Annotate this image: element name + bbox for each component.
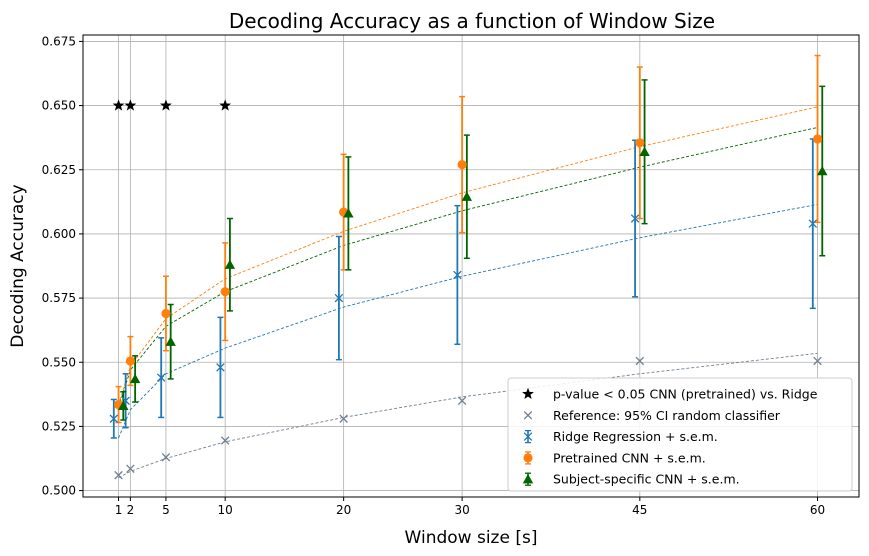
legend-marker-subject <box>522 474 534 484</box>
reference-point <box>161 452 171 462</box>
subject-point <box>224 259 236 269</box>
legend: p-value < 0.05 CNN (pretrained) vs. Ridg… <box>507 377 853 492</box>
reference-point <box>813 356 822 366</box>
x-marker-stroke <box>813 356 822 366</box>
x-tick-label: 10 <box>218 503 233 517</box>
ridge-point <box>216 363 225 372</box>
y-tick-label: 0.600 <box>42 227 76 241</box>
legend-label-ridge: Ridge Regression + s.e.m. <box>553 429 718 444</box>
x-marker-stroke <box>630 214 640 223</box>
ridge-point <box>453 270 462 280</box>
legend-label-subject: Subject-specific CNN + s.e.m. <box>553 472 740 487</box>
legend-label-pvalue: p-value < 0.05 CNN (pretrained) vs. Ridg… <box>553 387 818 402</box>
pvalue-point <box>219 99 232 111</box>
x-marker-stroke <box>339 414 348 423</box>
legend-marker-reference <box>523 411 533 420</box>
ridge-fit-line <box>118 203 818 439</box>
y-tick-label: 0.650 <box>42 99 76 113</box>
subject-point <box>343 208 354 218</box>
legend-marker-pvalue <box>522 387 534 400</box>
reference-point <box>114 470 123 480</box>
legend-label-pretrained: Pretrained CNN + s.e.m. <box>553 450 706 465</box>
ridge-point <box>109 414 119 423</box>
x-marker-stroke <box>808 219 818 228</box>
x-marker-stroke <box>114 470 123 480</box>
x-tick-label: 2 <box>127 503 135 517</box>
pretrained-fit-line <box>118 106 818 405</box>
x-tick-label: 5 <box>162 503 170 517</box>
pvalue-point <box>112 99 125 111</box>
x-tick-label: 1 <box>115 503 123 517</box>
pretrained-point <box>220 287 230 297</box>
reference-point <box>126 464 135 474</box>
legend-marker-pretrained <box>523 453 533 463</box>
subject-point <box>165 336 176 346</box>
ridge-point <box>334 293 344 303</box>
legend-marker-ridge <box>523 432 533 441</box>
subject-point <box>118 400 129 411</box>
pretrained-point <box>635 138 645 148</box>
subject-fit-line <box>118 126 818 408</box>
pretrained-point <box>457 160 467 170</box>
x-marker-stroke <box>635 356 645 366</box>
axis-ticks: 1 2 5 10 20 30 45 60 0.500 0.525 0.550 0.575 0.600 0.… <box>42 34 826 517</box>
x-marker-stroke <box>216 363 225 372</box>
pretrained-point <box>125 356 135 366</box>
x-tick-label: 45 <box>632 503 647 517</box>
reference-point <box>635 356 645 366</box>
pretrained-point <box>161 308 171 319</box>
x-marker-stroke <box>161 452 171 462</box>
x-marker-stroke <box>126 464 135 474</box>
legend-label-reference: Reference: 95% CI random classifier <box>553 408 781 423</box>
pretrained-point <box>812 134 823 144</box>
ridge-point <box>156 373 166 382</box>
y-tick-label: 0.525 <box>42 419 76 433</box>
fit-lines <box>118 106 818 479</box>
y-axis-label: Decoding Accuracy <box>8 184 28 347</box>
x-marker-stroke <box>523 411 533 420</box>
subject-point <box>129 373 141 384</box>
ridge-point <box>630 214 640 223</box>
ridge-point <box>808 219 818 228</box>
y-tick-label: 0.675 <box>42 34 76 48</box>
subject-point <box>639 146 650 156</box>
x-marker-stroke <box>334 293 344 303</box>
legend-box <box>507 377 853 492</box>
pvalue-point <box>124 99 137 111</box>
chart-title: Decoding Accuracy as a function of Windo… <box>229 9 715 33</box>
x-marker-stroke <box>220 436 230 445</box>
pvalue-point <box>160 99 172 111</box>
x-marker-stroke <box>523 432 533 441</box>
data-markers <box>109 99 828 480</box>
axes-frame <box>82 34 860 498</box>
reference-point <box>457 396 467 406</box>
subject-point <box>461 191 473 201</box>
y-tick-label: 0.550 <box>42 355 76 369</box>
reference-point <box>339 414 348 423</box>
x-tick-label: 30 <box>454 503 469 517</box>
reference-point <box>220 436 230 445</box>
x-marker-stroke <box>156 373 166 382</box>
x-marker-stroke <box>109 414 119 423</box>
y-tick-label: 0.625 <box>42 163 76 177</box>
x-marker-stroke <box>453 270 462 280</box>
subject-point <box>817 165 828 176</box>
x-tick-label: 20 <box>336 503 351 517</box>
y-tick-label: 0.500 <box>42 484 76 498</box>
y-tick-label: 0.575 <box>42 291 76 305</box>
x-tick-label: 60 <box>810 503 825 517</box>
x-marker-stroke <box>457 396 467 406</box>
x-axis-label: Window size [s] <box>405 528 538 548</box>
